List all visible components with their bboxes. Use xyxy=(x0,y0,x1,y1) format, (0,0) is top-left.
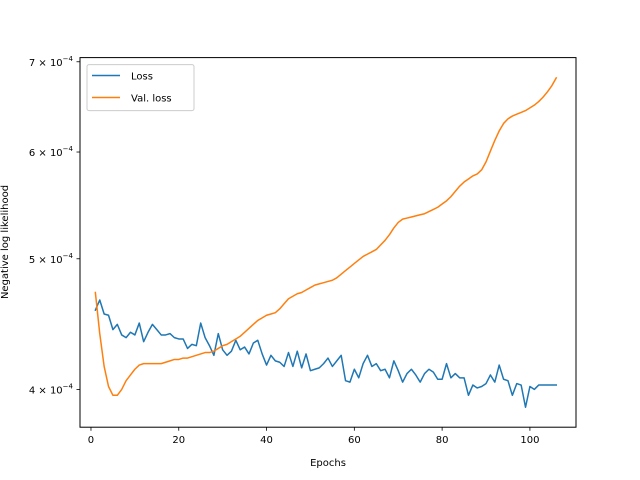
series-line-loss xyxy=(94,299,557,408)
y-tick-label: 7 × 10−4 xyxy=(29,55,74,69)
y-axis-label: Negative log likelihood xyxy=(0,185,11,299)
y-tick-label: 4 × 10−4 xyxy=(29,382,74,396)
x-tick-label: 60 xyxy=(348,435,361,446)
legend-label-loss: Loss xyxy=(131,72,153,83)
x-axis-label: Epochs xyxy=(310,458,346,469)
y-tick-label: 5 × 10−4 xyxy=(29,252,74,266)
legend-label-val-loss: Val. loss xyxy=(131,94,172,105)
x-tick-label: 0 xyxy=(88,435,94,446)
x-tick-label: 80 xyxy=(436,435,449,446)
x-tick-label: 40 xyxy=(260,435,273,446)
x-tick-label: 100 xyxy=(520,435,539,446)
axes-frame xyxy=(79,57,577,428)
y-tick-label: 6 × 10−4 xyxy=(29,145,74,159)
x-tick-label: 20 xyxy=(172,435,185,446)
legend: Loss Val. loss xyxy=(86,64,195,112)
series-line-val-loss xyxy=(94,76,558,397)
